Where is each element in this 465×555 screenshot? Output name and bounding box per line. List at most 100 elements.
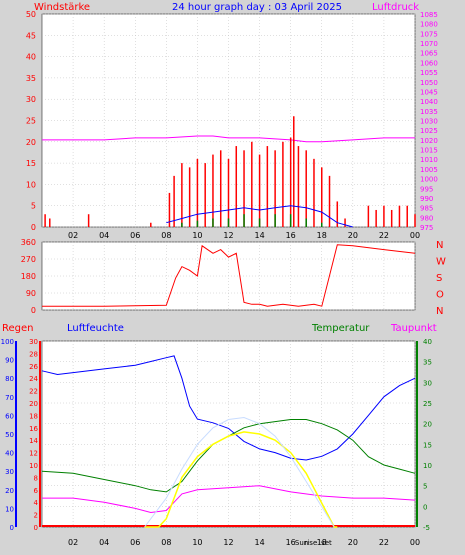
x-tick: 10 (192, 538, 202, 547)
temperature-tick: 0 (423, 503, 427, 511)
x-tick: 22 (379, 231, 389, 240)
temperature-axis: -5 0 5 10 15 20 25 30 35 40 (423, 338, 432, 532)
pressure-tick: 1075 (420, 30, 438, 38)
humidity-tick: 90 (5, 357, 14, 365)
direction-tick: 90 (26, 289, 36, 298)
chart-title: 24 hour graph day : 03 April 2025 (172, 2, 342, 13)
pressure-tick: 1085 (420, 11, 438, 19)
humidity-tick: 60 (5, 412, 14, 420)
temperature-tick: 40 (423, 338, 432, 346)
rain-tick: 14 (29, 437, 38, 445)
x-tick: 08 (161, 538, 171, 547)
wind-speed-label: Windstärke (34, 2, 90, 13)
pressure-tick: 1025 (420, 127, 438, 135)
pressure-tick: 990 (420, 195, 433, 203)
pressure-label: Luftdruck (372, 2, 419, 13)
pressure-axis: 9759809859909951000100510101015102010251… (420, 11, 438, 232)
pressure-tick: 995 (420, 185, 433, 193)
pressure-tick: 1040 (420, 98, 438, 106)
temperature-tick: 10 (423, 462, 432, 470)
Temperatur-line (41, 419, 416, 493)
rain-tick: 12 (29, 450, 38, 458)
compass-label: N (436, 240, 443, 251)
wind-tick: 30 (26, 95, 36, 104)
x-tick: 06 (130, 538, 140, 547)
temperature-label: Temperatur (311, 323, 370, 334)
pressure-tick: 1015 (420, 147, 438, 155)
x-tick: 16 (286, 231, 296, 240)
set-label: set (321, 539, 332, 547)
rain-tick: 28 (29, 350, 38, 358)
rain-tick: 22 (29, 388, 38, 396)
humidity-tick: 100 (1, 338, 14, 346)
x-tick: 22 (379, 538, 389, 547)
wind-pressure-series (42, 116, 416, 228)
humidity-tick: 80 (5, 375, 14, 383)
compass-label: W (436, 257, 446, 268)
x-tick: 18 (317, 231, 327, 240)
direction-tick: 180 (21, 272, 36, 281)
pressure-tick: 1010 (420, 156, 438, 164)
direction-tick: 360 (21, 238, 36, 247)
Taupunkt-line (42, 485, 416, 514)
rain-tick: 2 (34, 512, 38, 520)
humidity-tick: 50 (5, 431, 14, 439)
pressure-tick: 975 (420, 224, 433, 232)
direction-tick: 0 (31, 306, 36, 315)
rain-label: Regen (2, 323, 34, 334)
wind-pressure-x-axis: 02 04 06 08 10 12 14 16 18 20 22 00 (68, 231, 420, 240)
compass-label: O (436, 290, 444, 301)
pressure-tick: 1045 (420, 88, 438, 96)
wind-tick: 20 (26, 138, 36, 147)
rain-tick: 0 (34, 524, 38, 532)
pressure-tick: 980 (420, 214, 433, 222)
rain-tick: 6 (34, 487, 39, 495)
rain-tick: 8 (34, 474, 38, 482)
humidity-temperature-series (41, 355, 416, 528)
rain-tick: 4 (34, 499, 39, 507)
x-tick: 04 (99, 231, 109, 240)
wind-tick: 10 (26, 180, 36, 189)
direction-line (42, 244, 416, 307)
pressure-tick: 1030 (420, 118, 438, 126)
x-tick: 12 (223, 538, 233, 547)
pressure-tick: 1050 (420, 79, 438, 87)
x-tick: 18 (317, 538, 327, 547)
x-tick: 02 (68, 231, 78, 240)
pressure-tick: 1035 (420, 108, 438, 116)
wind-tick: 0 (31, 223, 36, 232)
wind-tick: 25 (26, 117, 36, 126)
wind-direction-grid (42, 241, 416, 311)
direction-tick: 270 (21, 255, 36, 264)
wind-tick: 50 (26, 10, 36, 19)
rain-tick: 30 (29, 338, 38, 346)
pressure-tick: 1080 (420, 21, 438, 29)
humidity-tick: 10 (5, 505, 14, 513)
temperature-tick: 20 (423, 421, 432, 429)
rain-tick: 26 (29, 363, 38, 371)
pressure-tick: 1000 (420, 176, 438, 184)
wind_avg-line (166, 205, 353, 228)
pressure-tick: 1055 (420, 69, 438, 77)
wind-tick: 40 (26, 53, 36, 62)
wind-tick: 45 (26, 31, 36, 40)
humidity-label: Luftfeuchte (67, 323, 124, 334)
x-tick: 14 (254, 538, 264, 547)
humidity-tick: 70 (5, 394, 14, 402)
humidity-tick: 20 (5, 487, 14, 495)
Luftfeuchte-line (41, 355, 416, 461)
x-tick: 00 (410, 231, 420, 240)
x-tick: 02 (68, 538, 78, 547)
rain-tick: 18 (29, 412, 38, 420)
wind-speed-axis: 0 5 10 15 20 25 30 35 40 45 50 (26, 10, 36, 232)
x-tick: 14 (254, 231, 264, 240)
x-tick: 16 (286, 538, 296, 547)
wind-direction-series (42, 244, 416, 307)
humidity-tick: 40 (5, 450, 14, 458)
humidity-tick: 30 (5, 468, 14, 476)
temperature-tick: 35 (423, 359, 432, 367)
dewpoint-label: Taupunkt (390, 323, 437, 334)
